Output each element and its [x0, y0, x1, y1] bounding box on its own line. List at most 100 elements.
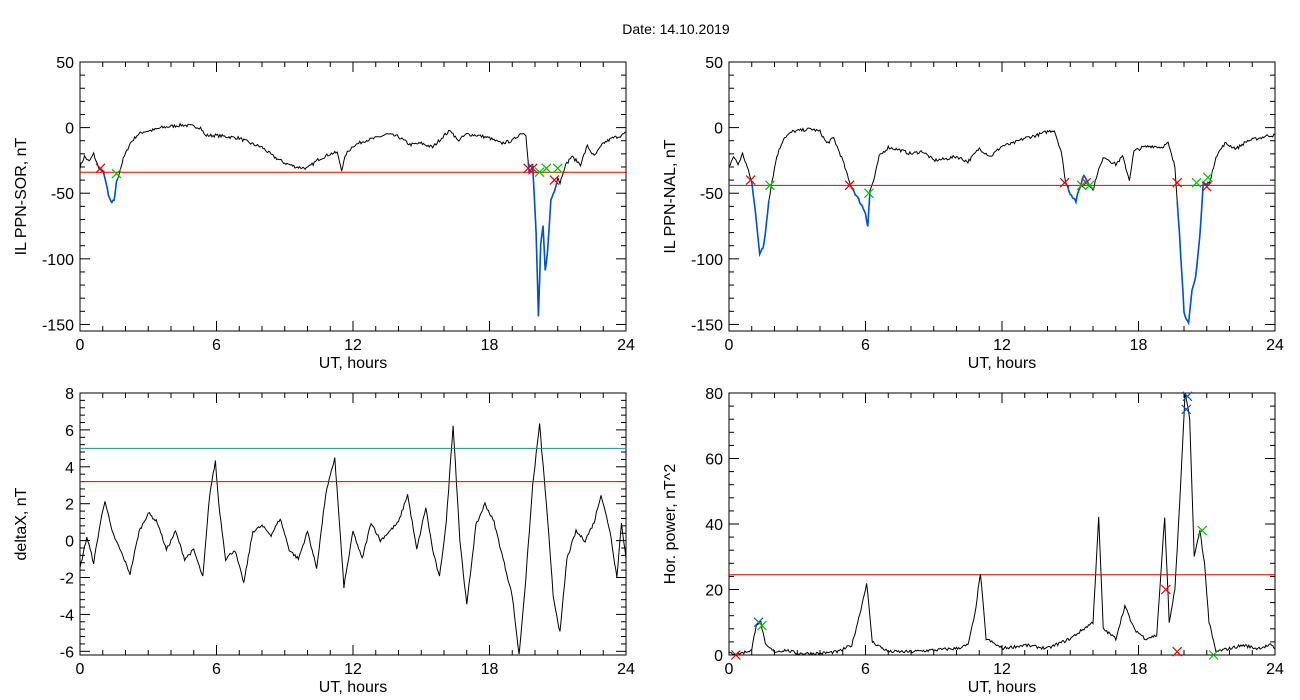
- y-tick-label: -6: [60, 644, 74, 661]
- y-tick-label: -2: [60, 571, 74, 588]
- y-tick-label: 2: [65, 497, 74, 514]
- event-marker-start: [549, 175, 560, 186]
- event-highlight: [849, 185, 871, 227]
- event-marker-end: [1208, 650, 1219, 660]
- y-axis-title: deltaX, nT: [13, 487, 30, 560]
- x-tick-label: 0: [76, 661, 85, 678]
- x-tick-label: 18: [1130, 337, 1148, 354]
- y-tick-label: -50: [700, 186, 723, 203]
- event-highlight: [1064, 173, 1091, 206]
- y-tick-label: -4: [60, 607, 74, 624]
- y-tick-label: 50: [705, 55, 723, 72]
- y-tick-label: 60: [705, 452, 723, 469]
- event-marker-start: [745, 175, 756, 186]
- series-line: [80, 423, 626, 655]
- event-marker-end: [863, 188, 874, 199]
- event-marker-end: [1191, 177, 1202, 188]
- event-marker-end: [1084, 180, 1095, 191]
- x-tick-label: 0: [76, 337, 85, 354]
- x-tick-label: 24: [1266, 661, 1284, 678]
- figure-title: Date: 14.10.2019: [622, 21, 730, 37]
- y-tick-label: 0: [65, 121, 74, 138]
- event-marker-end: [541, 163, 552, 174]
- series-line: [80, 122, 626, 317]
- event-marker-start: [1201, 181, 1212, 192]
- event-marker-start: [523, 163, 534, 174]
- x-tick-label: 18: [481, 337, 499, 354]
- event-highlight: [527, 161, 558, 317]
- panel-4: 0 6 12 18 24 80 60 40 20 0 UT, hours Hor. power, nT…: [662, 386, 1284, 696]
- plot-frame: [728, 61, 1276, 332]
- event-marker-start: [1172, 177, 1183, 188]
- series-line: [729, 393, 1275, 655]
- plot-frame: [79, 61, 627, 332]
- x-tick-label: 18: [481, 661, 499, 678]
- event-marker-end: [757, 620, 767, 631]
- x-tick-label: 24: [617, 337, 635, 354]
- y-tick-label: 0: [714, 648, 723, 665]
- x-tick-label: 12: [993, 337, 1011, 354]
- event-highlight: [1176, 180, 1209, 326]
- y-tick-label: 80: [705, 386, 723, 403]
- plot-area: [80, 122, 626, 317]
- event-marker-end: [765, 180, 775, 191]
- x-tick-label: 0: [725, 337, 734, 354]
- y-axis-title: IL PPN-SOR, nT: [13, 137, 30, 255]
- x-tick-label: 24: [617, 661, 635, 678]
- panel-1: 0 6 12 18 24 50 0 -50 -100 -150 UT, hours IL PPN-SO…: [13, 55, 635, 372]
- x-tick-label: 6: [212, 337, 221, 354]
- y-tick-label: 20: [705, 583, 723, 600]
- event-highlight: [99, 168, 119, 204]
- event-marker-peak: [1181, 404, 1192, 415]
- y-tick-label: -50: [51, 186, 74, 203]
- plot-area: [80, 423, 626, 655]
- y-tick-label: 6: [65, 423, 74, 440]
- event-marker-start: [730, 650, 741, 660]
- event-marker-start: [1059, 177, 1070, 188]
- event-marker-end: [1197, 525, 1208, 536]
- event-marker-end: [534, 167, 545, 178]
- x-tick-label: 24: [1266, 337, 1284, 354]
- event-marker-start: [1160, 584, 1171, 595]
- x-axis-title: UT, hours: [968, 679, 1036, 696]
- event-marker-end: [111, 168, 122, 179]
- x-axis-title: UT, hours: [319, 679, 387, 696]
- y-axis-title: Hor. power, nT^2: [662, 464, 679, 585]
- panel-2: 0 6 12 18 24 50 0 -50 -100 -150 UT, hours IL PPN-NA…: [662, 55, 1284, 372]
- x-tick-label: 12: [344, 661, 362, 678]
- y-tick-label: 0: [65, 534, 74, 551]
- event-marker-start: [844, 180, 855, 191]
- event-marker-start: [527, 163, 538, 174]
- x-axis-title: UT, hours: [968, 355, 1036, 372]
- y-tick-label: 8: [65, 386, 74, 403]
- x-axis-title: UT, hours: [319, 355, 387, 372]
- event-highlight: [751, 182, 770, 258]
- event-marker-peak: [1182, 391, 1193, 402]
- event-marker-end: [1202, 172, 1213, 183]
- x-tick-label: 0: [725, 661, 734, 678]
- y-tick-label: -150: [691, 317, 723, 334]
- y-tick-label: 50: [56, 55, 74, 72]
- series-line: [729, 127, 1275, 325]
- y-tick-label: -100: [42, 252, 74, 269]
- x-tick-label: 12: [993, 661, 1011, 678]
- x-tick-label: 6: [861, 661, 870, 678]
- event-marker-start: [1172, 646, 1183, 657]
- y-tick-label: 0: [714, 121, 723, 138]
- x-tick-label: 6: [212, 661, 221, 678]
- event-marker-start: [95, 163, 106, 174]
- event-marker-end: [552, 163, 563, 174]
- plot-frame: [79, 392, 627, 656]
- x-tick-label: 6: [861, 337, 870, 354]
- y-tick-label: -150: [42, 317, 74, 334]
- y-tick-label: 40: [705, 517, 723, 534]
- y-tick-label: 4: [65, 460, 74, 477]
- x-tick-label: 12: [344, 337, 362, 354]
- plot-area: [729, 393, 1275, 655]
- event-marker-end: [1076, 180, 1087, 191]
- y-axis-title: IL PPN-NAL, nT: [662, 139, 679, 253]
- y-tick-label: -100: [691, 252, 723, 269]
- x-tick-label: 18: [1130, 661, 1148, 678]
- plot-area: [729, 127, 1275, 326]
